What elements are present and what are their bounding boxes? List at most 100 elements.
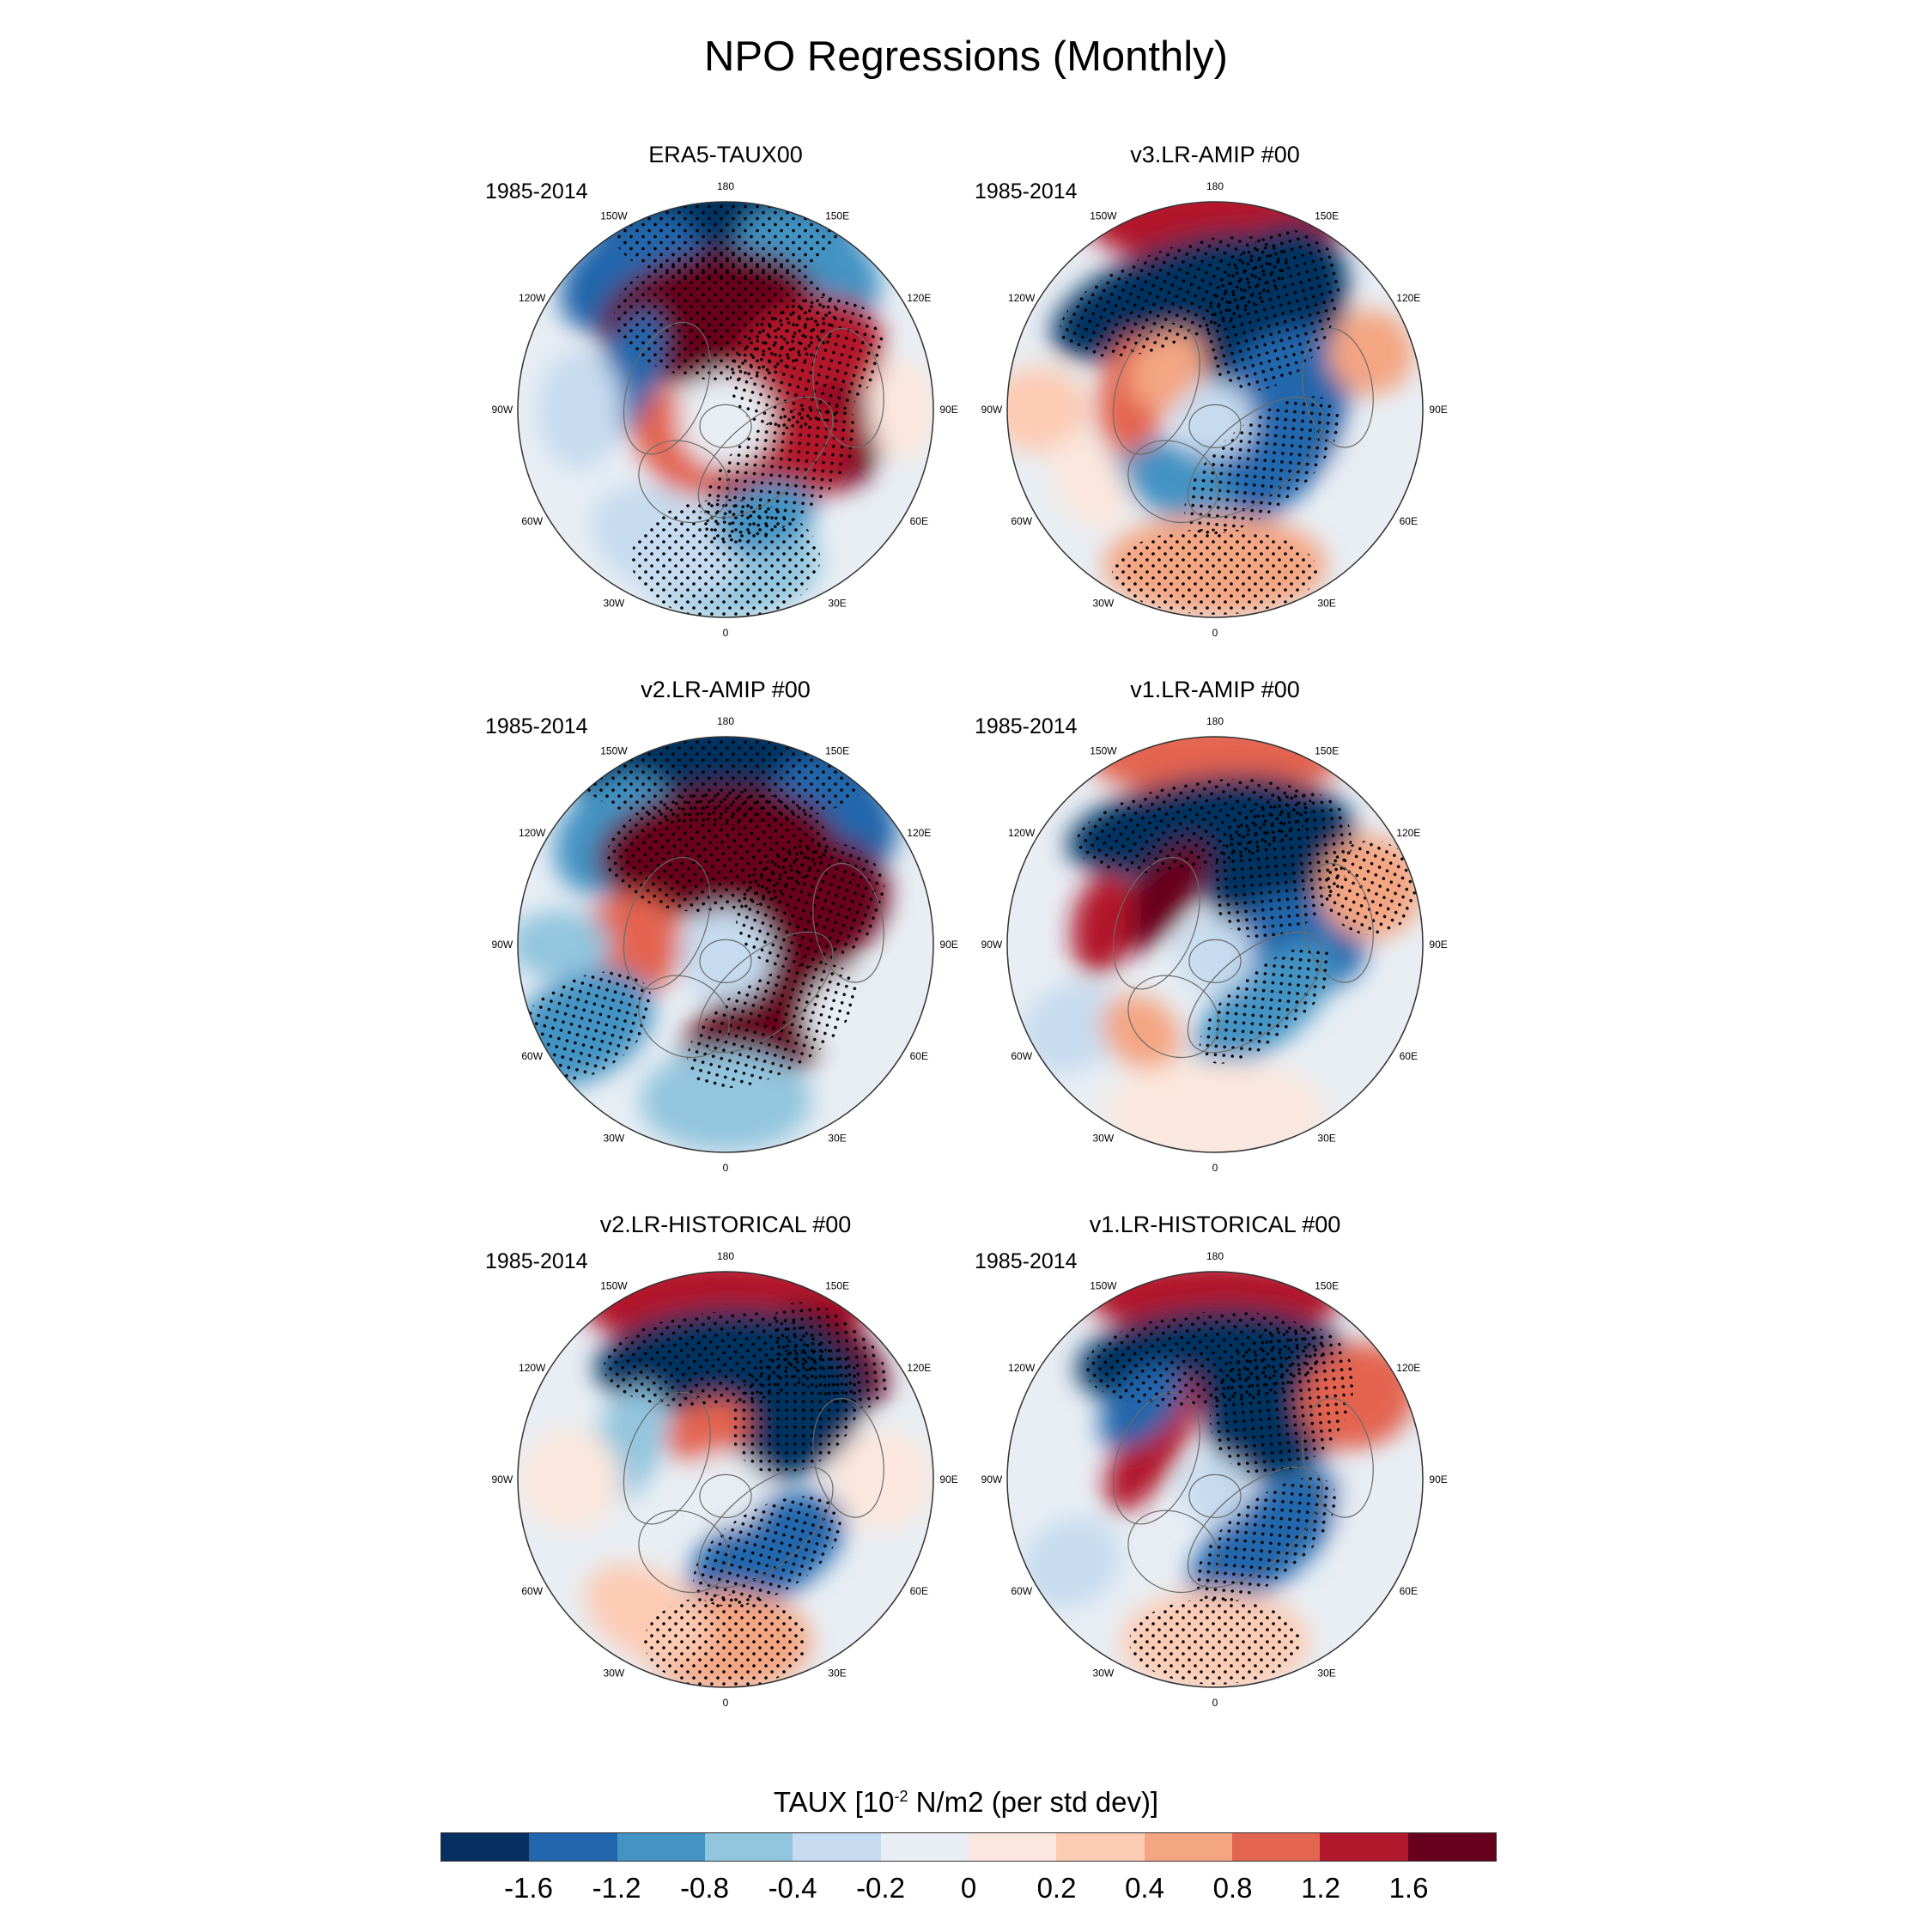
significance-stipple — [644, 1594, 807, 1687]
colorbar-swatch — [704, 1833, 793, 1861]
panel-title: v2.LR-AMIP #00 — [641, 677, 811, 702]
longitude-label: 120E — [1396, 292, 1420, 304]
longitude-label: 150W — [1090, 1280, 1117, 1292]
anomaly-region — [518, 1428, 622, 1531]
colorbar-swatch — [880, 1833, 969, 1861]
longitude-label: 30E — [1317, 597, 1335, 609]
anomaly-region — [829, 1428, 933, 1531]
significance-stipple — [1195, 1477, 1336, 1603]
longitude-label: 150W — [600, 1280, 628, 1292]
polar-map: 180 150E 120E 90E 60E 30E 0 30W 60W 90W 120W 150W — [492, 715, 958, 1174]
colorbar-tick-label: -0.4 — [768, 1872, 817, 1904]
longitude-label: 30W — [1093, 1667, 1115, 1679]
longitude-label: 120W — [1008, 292, 1036, 304]
longitude-label: 30E — [828, 597, 846, 609]
colorbar-tick-label: -1.6 — [504, 1872, 553, 1904]
map-boundary — [1006, 736, 1424, 1153]
longitude-label: 150E — [1315, 1280, 1339, 1292]
longitude-label: 120W — [519, 1362, 546, 1374]
colorbar-tick-label: 1.6 — [1388, 1872, 1429, 1904]
map-field — [1007, 202, 1423, 617]
anomaly-region — [1021, 982, 1121, 1073]
longitude-label: 150E — [825, 1280, 849, 1292]
longitude-label: 90W — [981, 404, 1003, 416]
map-field — [518, 202, 933, 617]
longitude-label: 60E — [1400, 1050, 1418, 1062]
anomaly-region — [1049, 434, 1129, 531]
coastlines — [623, 1391, 884, 1594]
map-boundary — [1006, 1271, 1424, 1688]
longitude-label: 120W — [519, 292, 546, 304]
longitude-label: 120W — [1008, 827, 1036, 839]
longitude-label: 120E — [907, 1362, 931, 1374]
longitude-label: 90E — [1429, 939, 1447, 951]
map-field — [518, 737, 933, 1152]
longitude-label: 150E — [825, 210, 849, 222]
anomaly-region — [1102, 993, 1182, 1071]
panel-period: 1985-2014 — [485, 179, 588, 204]
significance-stipple — [1212, 791, 1352, 939]
longitude-label: 60E — [910, 1050, 928, 1062]
longitude-label: 180 — [1206, 180, 1224, 192]
longitude-label: 60W — [521, 1585, 543, 1597]
longitude-label: 60E — [910, 515, 928, 527]
significance-stipple — [1199, 946, 1333, 1064]
colorbar-swatch — [617, 1833, 705, 1861]
longitude-label: 60W — [1011, 515, 1032, 527]
colorbar-tick-label: 1.2 — [1301, 1872, 1340, 1904]
longitude-label: 180 — [1206, 1250, 1224, 1262]
colorbar-title-exponent: -2 — [894, 1788, 908, 1805]
significance-stipple — [1184, 396, 1340, 535]
panel-period: 1985-2014 — [975, 1249, 1078, 1273]
longitude-label: 30W — [1093, 1132, 1115, 1144]
colorbar-tick-label: -0.8 — [680, 1872, 729, 1904]
longitude-label: 150E — [1315, 210, 1339, 222]
colorbar — [440, 1832, 1497, 1862]
significance-stipple — [1112, 528, 1318, 615]
anomaly-region — [687, 1451, 764, 1529]
longitude-label: 120E — [1396, 1362, 1420, 1374]
significance-stipple — [631, 499, 820, 617]
panel-period: 1985-2014 — [485, 714, 588, 738]
coastlines — [1112, 1391, 1374, 1594]
longitude-label: 30E — [1317, 1667, 1335, 1679]
colorbar-title-units: N/m2 (per std dev)] — [908, 1786, 1159, 1818]
colorbar-swatch — [968, 1833, 1057, 1861]
longitude-label: 120W — [519, 827, 546, 839]
significance-stipple — [614, 202, 837, 285]
panel-title: v3.LR-AMIP #00 — [1130, 142, 1300, 167]
colorbar-tick-label: 0.2 — [1036, 1872, 1077, 1904]
longitude-label: 0 — [723, 627, 729, 639]
map-boundary — [517, 1271, 934, 1688]
colorbar-tick-label: -0.2 — [856, 1872, 905, 1904]
colorbar-swatch — [1407, 1833, 1496, 1861]
anomaly-region — [1327, 309, 1414, 396]
longitude-label: 60E — [910, 1585, 928, 1597]
longitude-label: 90W — [981, 939, 1003, 951]
colorbar-tick-label: -1.2 — [592, 1872, 641, 1904]
anomaly-region — [1181, 1455, 1249, 1525]
colorbar-swatch — [1320, 1833, 1408, 1861]
longitude-label: 30E — [828, 1667, 846, 1679]
longitude-label: 90W — [492, 1473, 513, 1485]
longitude-label: 0 — [1212, 1162, 1218, 1174]
significance-stipple — [731, 1344, 861, 1474]
longitude-label: 0 — [1212, 627, 1218, 639]
significance-stipple — [687, 963, 858, 1089]
polar-map: 180 150E 120E 90E 60E 30E 0 30W 60W 90W 120W 150W — [492, 1250, 958, 1709]
panel-period: 1985-2014 — [975, 179, 1078, 204]
anomaly-region — [1071, 873, 1133, 976]
longitude-label: 0 — [1212, 1697, 1218, 1709]
panel-title: ERA5-TAUX00 — [648, 142, 803, 167]
panel-title: v1.LR-AMIP #00 — [1130, 677, 1300, 702]
map-boundary — [517, 201, 934, 618]
longitude-label: 180 — [1206, 715, 1224, 727]
longitude-label: 120E — [907, 827, 931, 839]
longitude-label: 0 — [723, 1162, 729, 1174]
longitude-label: 60W — [1011, 1585, 1032, 1597]
anomaly-region — [867, 358, 933, 461]
longitude-label: 30W — [604, 597, 625, 609]
longitude-label: 150E — [825, 745, 849, 757]
significance-stipple — [580, 737, 872, 826]
anomaly-region — [1103, 1059, 1327, 1152]
